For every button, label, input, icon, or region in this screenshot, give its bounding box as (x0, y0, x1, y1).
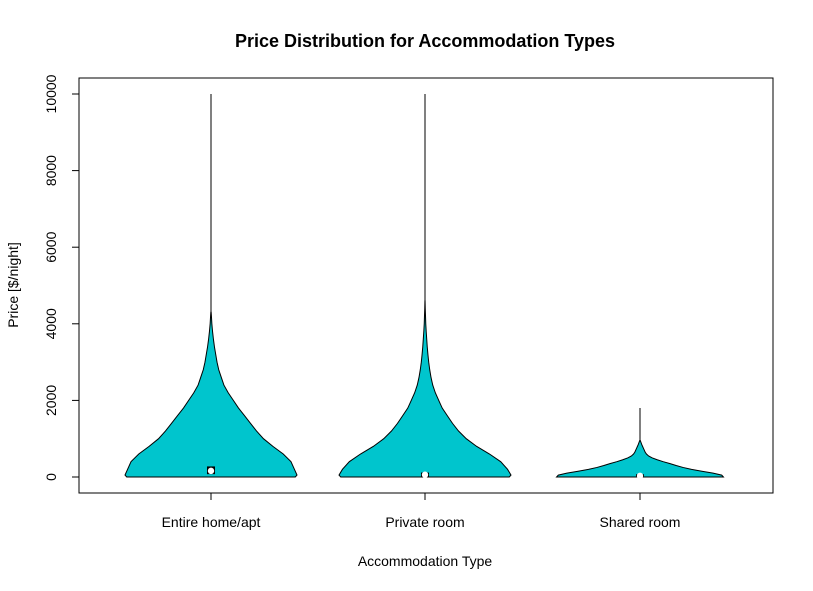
violin-body (338, 300, 512, 478)
violins-group (124, 94, 725, 480)
y-tick-label: 8000 (43, 155, 59, 186)
violin-body (124, 311, 298, 478)
y-tick-label: 4000 (43, 308, 59, 339)
x-tick-label: Entire home/apt (162, 514, 261, 530)
chart-title: Price Distribution for Accommodation Typ… (235, 31, 615, 51)
violin-median-point (207, 467, 215, 475)
y-tick-label: 10000 (43, 74, 59, 113)
x-axis-label: Accommodation Type (358, 553, 493, 569)
y-tick-label: 0 (43, 473, 59, 481)
y-tick-label: 2000 (43, 385, 59, 416)
x-tick-label: Private room (385, 514, 464, 530)
y-axis-label: Price [$/night] (5, 242, 21, 328)
violin-median-point (636, 472, 644, 480)
y-tick-label: 6000 (43, 231, 59, 262)
x-axis: Entire home/apt Private room Shared room (162, 492, 681, 530)
violin-body (555, 440, 725, 478)
violin-median-point (421, 471, 429, 478)
y-axis: 0 2000 4000 6000 8000 10000 (43, 74, 80, 481)
x-tick-label: Shared room (600, 514, 681, 530)
